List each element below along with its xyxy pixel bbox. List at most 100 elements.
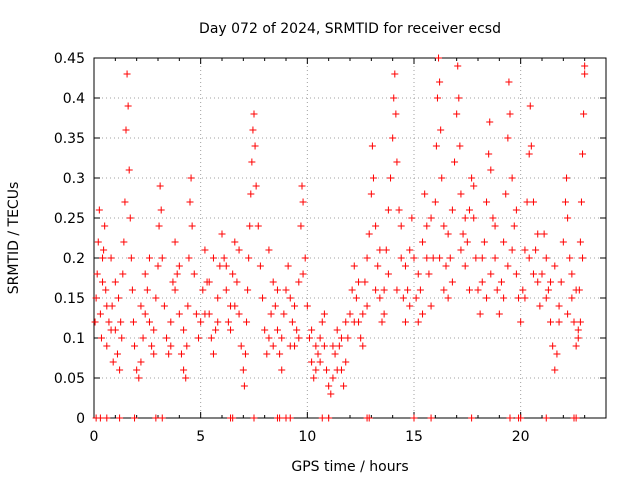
- data-point: [521, 294, 529, 302]
- data-point: [282, 286, 290, 294]
- data-point: [572, 342, 580, 350]
- data-point: [185, 254, 193, 262]
- data-point: [237, 342, 245, 350]
- data-point: [173, 270, 181, 278]
- data-point: [397, 222, 405, 230]
- data-point: [566, 254, 574, 262]
- data-point: [229, 414, 237, 422]
- data-point: [233, 278, 241, 286]
- data-point: [103, 302, 111, 310]
- data-point: [327, 390, 335, 398]
- data-point: [188, 222, 196, 230]
- data-point: [256, 262, 264, 270]
- data-point: [103, 414, 111, 422]
- y-tick-label: 0.3: [63, 171, 85, 187]
- data-point: [472, 254, 480, 262]
- data-point: [247, 190, 255, 198]
- data-point: [355, 278, 363, 286]
- data-point: [350, 262, 358, 270]
- data-point: [374, 262, 382, 270]
- data-point: [361, 278, 369, 286]
- data-point: [218, 230, 226, 238]
- data-point: [265, 246, 273, 254]
- data-point: [184, 302, 192, 310]
- grid-lines: [94, 58, 606, 418]
- data-point: [425, 270, 433, 278]
- data-point: [271, 302, 279, 310]
- data-point: [156, 182, 164, 190]
- data-point: [214, 294, 222, 302]
- data-point: [244, 286, 252, 294]
- data-point: [519, 286, 527, 294]
- data-point: [476, 310, 484, 318]
- data-point: [572, 414, 580, 422]
- data-point: [180, 326, 188, 334]
- data-point: [387, 174, 395, 182]
- data-point: [333, 366, 341, 374]
- data-point: [91, 318, 99, 326]
- data-point: [265, 334, 273, 342]
- data-point: [212, 326, 220, 334]
- data-point: [152, 294, 160, 302]
- data-point: [342, 358, 350, 366]
- data-point: [109, 358, 117, 366]
- data-point: [288, 318, 296, 326]
- data-point: [99, 278, 107, 286]
- data-point: [527, 142, 535, 150]
- data-point: [433, 94, 441, 102]
- data-point: [205, 278, 213, 286]
- data-point: [487, 166, 495, 174]
- data-point: [401, 318, 409, 326]
- data-point: [504, 134, 512, 142]
- data-point: [525, 150, 533, 158]
- data-point: [549, 342, 557, 350]
- data-point: [155, 222, 163, 230]
- data-point: [131, 342, 139, 350]
- data-point: [380, 286, 388, 294]
- data-point: [295, 278, 303, 286]
- data-point: [517, 414, 525, 422]
- data-point: [250, 414, 258, 422]
- data-point: [551, 262, 559, 270]
- chart-title: Day 072 of 2024, SRMTID for receiver ecs…: [199, 21, 501, 37]
- data-point: [568, 294, 576, 302]
- data-point: [99, 254, 107, 262]
- data-point: [382, 246, 390, 254]
- data-point: [152, 414, 160, 422]
- data-point: [145, 254, 153, 262]
- data-point: [436, 254, 444, 262]
- data-point: [423, 254, 431, 262]
- data-point: [421, 190, 429, 198]
- data-point: [295, 334, 303, 342]
- data-point: [532, 246, 540, 254]
- x-axis-label: GPS time / hours: [291, 459, 408, 475]
- data-point: [167, 342, 175, 350]
- data-point: [459, 230, 467, 238]
- data-point: [579, 150, 587, 158]
- data-point: [342, 318, 350, 326]
- data-point: [348, 286, 356, 294]
- data-point: [457, 190, 465, 198]
- data-point: [169, 278, 177, 286]
- data-point: [171, 238, 179, 246]
- data-point: [201, 310, 209, 318]
- data-point: [94, 238, 102, 246]
- data-point: [391, 70, 399, 78]
- data-point: [363, 302, 371, 310]
- data-point: [340, 382, 348, 390]
- data-point: [512, 270, 520, 278]
- data-point: [278, 366, 286, 374]
- data-point: [103, 342, 111, 350]
- data-point: [163, 334, 171, 342]
- data-point: [254, 222, 262, 230]
- data-point: [487, 270, 495, 278]
- data-point: [177, 350, 185, 358]
- data-point: [250, 110, 258, 118]
- data-point: [280, 310, 288, 318]
- data-point: [137, 358, 145, 366]
- data-point: [207, 334, 215, 342]
- data-point: [444, 230, 452, 238]
- data-point: [222, 262, 230, 270]
- data-point: [525, 254, 533, 262]
- data-point: [453, 110, 461, 118]
